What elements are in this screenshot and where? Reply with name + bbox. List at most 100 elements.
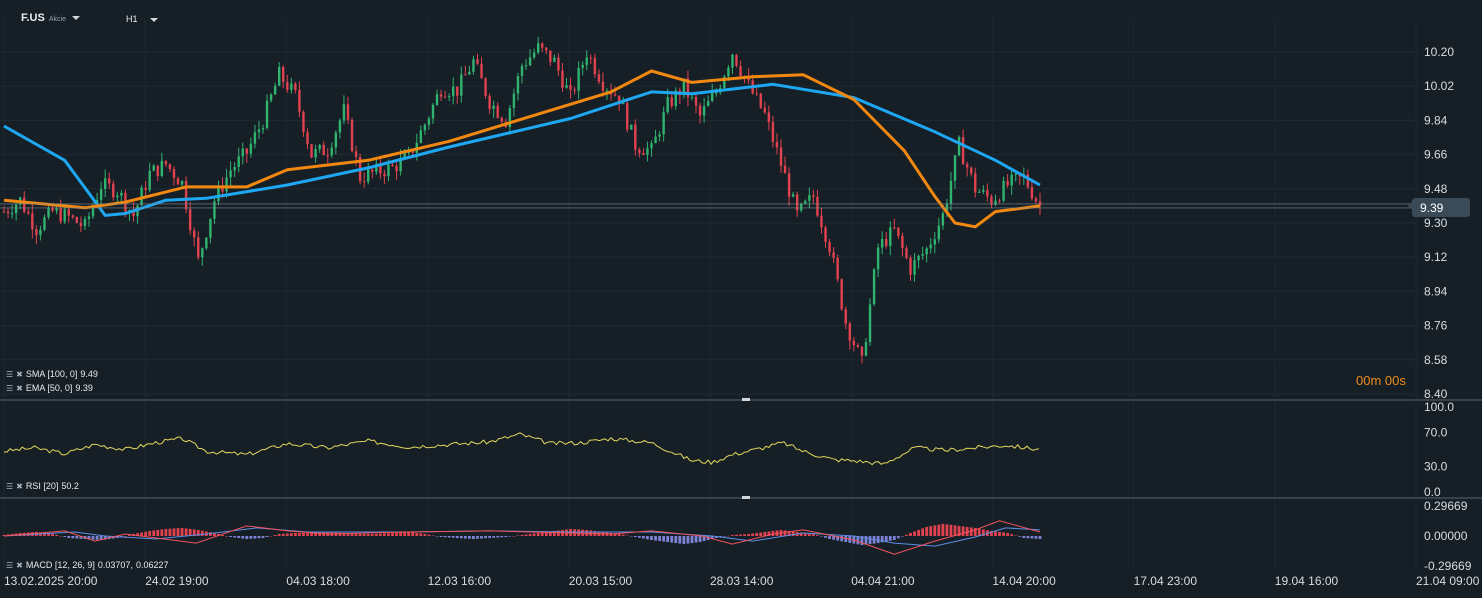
symbol-selector[interactable]: F.US Akcie xyxy=(21,12,80,24)
candle-body xyxy=(1010,174,1013,186)
candle-body xyxy=(937,225,941,240)
candle-body xyxy=(528,57,532,66)
close-icon[interactable]: ✖ xyxy=(16,383,23,393)
sma-label: SMA [100, 0] xyxy=(25,369,78,379)
candle-body xyxy=(273,85,277,95)
close-icon[interactable]: ✖ xyxy=(16,560,23,570)
macd-bar xyxy=(1026,536,1030,539)
candle-body xyxy=(439,94,443,97)
macd-bar xyxy=(856,536,860,545)
macd-bar xyxy=(994,531,997,536)
macd-bar xyxy=(981,529,985,536)
macd-bar xyxy=(694,536,698,543)
candle-body xyxy=(970,167,973,174)
macd-bar xyxy=(880,536,884,543)
macd-bar xyxy=(933,525,937,536)
candle-body xyxy=(581,64,584,68)
candle-body xyxy=(824,227,827,242)
close-icon[interactable]: ✖ xyxy=(16,481,23,491)
candle-body xyxy=(828,241,831,253)
candle-body xyxy=(6,211,10,214)
candle-body xyxy=(634,124,637,150)
candle-body xyxy=(346,104,350,120)
macd-bar xyxy=(743,534,746,536)
macd-bar xyxy=(1014,535,1018,536)
macd-bar xyxy=(625,535,629,536)
candle-body xyxy=(613,94,617,96)
candle-body xyxy=(553,57,556,62)
candle-body xyxy=(245,148,249,154)
symbol-name: F.US xyxy=(21,12,45,24)
macd-bar xyxy=(799,532,803,536)
macd-bar xyxy=(342,532,346,536)
candles-group xyxy=(2,36,1042,364)
candle-body xyxy=(630,124,633,130)
macd-bar xyxy=(399,532,402,536)
price-axis-tick: 9.30 xyxy=(1424,216,1448,230)
macd-bar xyxy=(95,536,99,540)
timeframe-label: H1 xyxy=(126,14,138,24)
rsi-legend: ☰ ✖ RSI [20] 50.2 xyxy=(6,481,79,491)
candle-body xyxy=(929,244,932,249)
macd-bar xyxy=(811,533,815,536)
macd-bar xyxy=(273,534,277,536)
candle-body xyxy=(536,43,540,53)
settings-icon[interactable]: ☰ xyxy=(6,369,14,379)
macd-bar xyxy=(387,533,390,536)
candle-body xyxy=(711,93,714,102)
macd-bar xyxy=(633,536,637,538)
candle-body xyxy=(605,90,609,92)
macd-line xyxy=(3,520,1041,555)
macd-bar xyxy=(573,529,577,536)
macd-bar xyxy=(617,533,621,536)
candle-body xyxy=(994,200,997,205)
settings-icon[interactable]: ☰ xyxy=(6,383,14,393)
candle-body xyxy=(164,160,168,165)
price-axis-tick: 9.66 xyxy=(1424,148,1448,162)
macd-bar xyxy=(791,531,795,536)
macd-bar xyxy=(739,534,742,536)
timeframe-selector[interactable]: H1 xyxy=(126,14,158,24)
candle-body xyxy=(990,196,993,205)
macd-axis-tick: 0.00000 xyxy=(1424,529,1468,543)
macd-bar xyxy=(1006,532,1010,536)
close-icon[interactable]: ✖ xyxy=(16,369,23,379)
settings-icon[interactable]: ☰ xyxy=(6,560,14,570)
candle-body xyxy=(120,192,123,196)
candle-body xyxy=(156,165,159,177)
candle-body xyxy=(431,104,435,119)
candle-body xyxy=(868,304,872,343)
candle-body xyxy=(249,143,253,154)
macd-bar xyxy=(55,534,59,536)
settings-icon[interactable]: ☰ xyxy=(6,481,14,491)
macd-bar xyxy=(314,532,318,536)
candle-body xyxy=(480,63,483,79)
macd-bar xyxy=(949,524,953,536)
candle-body xyxy=(836,257,839,280)
candle-body xyxy=(23,197,26,212)
candle-body xyxy=(982,189,985,192)
macd-bar xyxy=(783,530,787,536)
macd-bar xyxy=(512,536,516,537)
candle-body xyxy=(800,203,803,211)
candle-body xyxy=(221,185,224,192)
candle-body xyxy=(674,90,677,107)
macd-bar xyxy=(953,525,957,536)
candle-body xyxy=(59,208,62,222)
macd-bar xyxy=(496,536,500,538)
macd-bar xyxy=(196,529,200,536)
macd-bar xyxy=(917,529,920,536)
macd-bar xyxy=(435,536,439,537)
candle-body xyxy=(601,81,605,91)
macd-bar xyxy=(67,536,71,539)
time-axis-tick: 28.03 14:00 xyxy=(710,574,774,588)
macd-bar xyxy=(884,536,888,542)
macd-bar xyxy=(905,534,908,536)
ema-value: 9.39 xyxy=(75,383,93,393)
candle-body xyxy=(387,164,390,177)
macd-bar xyxy=(403,532,407,536)
macd-bar xyxy=(480,536,483,539)
macd-bar xyxy=(836,536,840,541)
macd-bar xyxy=(613,533,617,536)
